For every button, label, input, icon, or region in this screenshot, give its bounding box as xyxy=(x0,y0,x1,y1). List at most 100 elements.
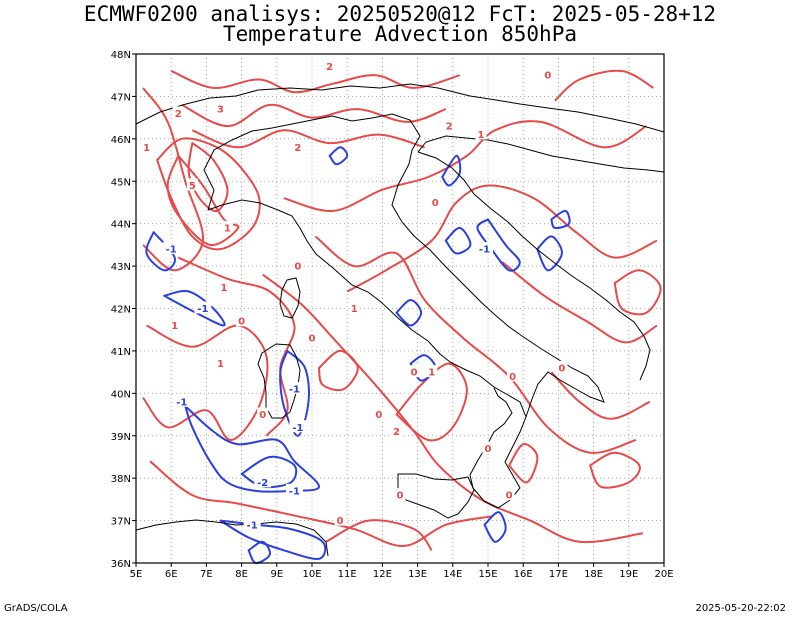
positive-contour xyxy=(508,443,539,484)
negative-contour xyxy=(247,540,271,565)
positive-contour xyxy=(156,137,261,251)
contour-value-label: -1 xyxy=(197,304,208,315)
contour-label-bg xyxy=(408,365,420,378)
contour-label-bg xyxy=(141,140,153,153)
contour-label-bg xyxy=(257,407,269,420)
contour-label-bg xyxy=(475,242,493,255)
positive-contour xyxy=(142,87,204,272)
contour-label-bg xyxy=(556,360,568,373)
lon-tick-label: 14E xyxy=(443,569,462,580)
corsica-coast xyxy=(279,277,301,319)
contour-label-bg xyxy=(542,68,554,81)
lat-tick-label: 47N xyxy=(111,92,131,103)
lon-tick-label: 7E xyxy=(200,569,213,580)
contour-label-bg xyxy=(289,420,307,433)
negative-contour xyxy=(395,299,423,327)
lon-tick-label: 20E xyxy=(654,569,673,580)
contour-label-bg xyxy=(482,441,494,454)
contour-label-bg xyxy=(214,356,226,369)
contour-value-label: 0 xyxy=(411,368,418,379)
contour-label-bg xyxy=(285,483,303,496)
balkan-coast xyxy=(417,151,651,381)
contour-label-bg xyxy=(503,488,515,501)
africa-coast xyxy=(135,519,329,557)
lon-tick-label: 10E xyxy=(302,569,321,580)
positive-contour xyxy=(346,184,658,293)
contour-value-label: 1 xyxy=(171,321,178,332)
contour-value-label: 0 xyxy=(259,410,266,421)
gridlines xyxy=(136,54,664,563)
contour-value-label: 0 xyxy=(544,71,551,82)
contour-value-label: -1 xyxy=(176,397,187,408)
lat-tick-label: 36N xyxy=(111,559,131,570)
contour-label-bg xyxy=(292,140,304,153)
lon-tick-label: 19E xyxy=(619,569,638,580)
positive-contour xyxy=(191,129,425,149)
positive-contour xyxy=(318,349,359,392)
negative-contour xyxy=(444,226,472,255)
contour-value-label: -1 xyxy=(289,486,300,497)
contour-label-bg xyxy=(426,365,438,378)
positive-contour xyxy=(283,120,647,212)
lat-tick-label: 43N xyxy=(111,262,131,273)
negative-contour xyxy=(279,349,310,437)
contour-label-bg xyxy=(285,382,303,395)
footer-timestamp: 2025-05-20-22:02 xyxy=(695,603,786,614)
lat-tick-label: 38N xyxy=(111,474,131,485)
lon-tick-label: 9E xyxy=(270,569,283,580)
contour-label-bg xyxy=(324,59,336,72)
positive-contour xyxy=(395,362,468,442)
contour-label-bg xyxy=(394,488,406,501)
lon-tick-label: 15E xyxy=(478,569,497,580)
lat-tick-label: 39N xyxy=(111,432,131,443)
negative-contour xyxy=(441,154,462,187)
contour-value-label: 1 xyxy=(477,130,484,141)
contour-value-label: 0 xyxy=(238,317,245,328)
contour-label-bg xyxy=(390,424,402,437)
contour-label-bg xyxy=(429,195,441,208)
contour-label-bg xyxy=(443,119,455,132)
positive-contour xyxy=(501,261,658,344)
negative-contour xyxy=(550,209,571,230)
contour-value-label: 1 xyxy=(221,283,228,294)
contour-label-bg xyxy=(348,301,360,314)
contour-value-label: 0 xyxy=(397,491,404,502)
contour-value-label: 1 xyxy=(351,304,358,315)
contour-value-label: 2 xyxy=(446,122,453,133)
lat-tick-label: 44N xyxy=(111,220,131,231)
lat-tick-label: 41N xyxy=(111,347,131,358)
contour-lines xyxy=(142,69,662,565)
contour-value-label: 2 xyxy=(175,109,182,120)
contour-value-label: 2 xyxy=(393,427,400,438)
contour-label-bg xyxy=(218,280,230,293)
contour-value-label: 2 xyxy=(326,62,333,73)
contour-labels: 23215122100010110101020000000-1-1-1-1-1-… xyxy=(141,59,568,531)
positive-contour xyxy=(149,460,492,548)
lat-tick-label: 46N xyxy=(111,135,131,146)
positive-contour xyxy=(589,451,641,489)
contour-label-bg xyxy=(236,314,248,327)
contour-value-label: 0 xyxy=(485,444,492,455)
lon-tick-label: 13E xyxy=(408,569,427,580)
italy-coastline xyxy=(207,199,527,509)
contour-label-bg xyxy=(194,301,212,314)
lat-tick-label: 42N xyxy=(111,305,131,316)
sicily-coast xyxy=(397,473,475,519)
axis-labels: 5E 6E 7E 8E 9E 10E 11E 12E 13E 14E 15E 16E 17E 18E 19E… xyxy=(111,50,674,580)
positive-contour xyxy=(187,142,229,213)
lon-tick-label: 16E xyxy=(514,569,533,580)
positive-contour xyxy=(325,519,433,551)
negative-contour xyxy=(219,519,327,560)
lon-tick-label: 17E xyxy=(549,569,568,580)
contour-value-label: 2 xyxy=(294,143,301,154)
contour-value-label: 0 xyxy=(294,262,301,273)
contour-value-label: 0 xyxy=(309,334,316,345)
positive-contour xyxy=(166,154,240,246)
lon-tick-label: 6E xyxy=(165,569,178,580)
positive-contour xyxy=(314,235,637,454)
negative-contour xyxy=(184,405,320,493)
positive-contour xyxy=(262,273,644,544)
contour-value-label: -1 xyxy=(247,520,258,531)
border-slovenia xyxy=(417,135,665,173)
